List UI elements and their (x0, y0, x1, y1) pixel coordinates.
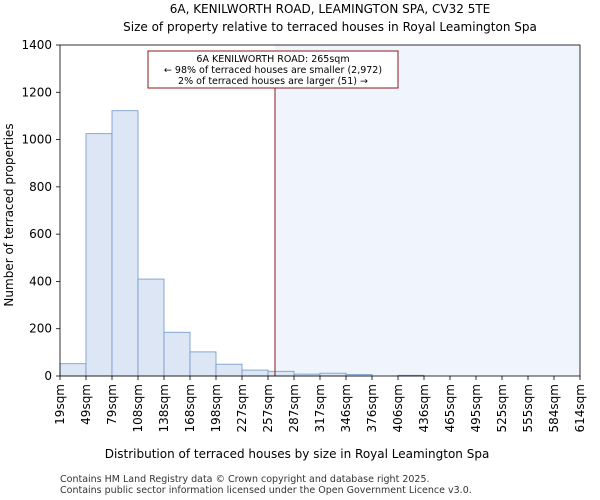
x-tick-label: 406sqm (391, 384, 405, 432)
y-tick-label: 600 (29, 227, 52, 241)
bars (59, 110, 425, 377)
annotation-line3: 2% of terraced houses are larger (51) → (178, 76, 368, 87)
footer-line1: Contains HM Land Registry data © Crown c… (60, 474, 430, 485)
bar-138sqm (163, 331, 191, 377)
y-tick-label: 0 (44, 369, 52, 383)
x-tick-label: 227sqm (235, 384, 249, 432)
x-tick-label: 19sqm (53, 384, 67, 425)
x-tick-label: 168sqm (183, 384, 197, 432)
y-tick-label: 400 (29, 274, 52, 288)
y-tick-label: 200 (29, 322, 52, 336)
bar-198sqm (215, 363, 243, 377)
y-tick-label: 800 (29, 180, 52, 194)
x-tick-label: 465sqm (443, 384, 457, 432)
annotation-line2: ← 98% of terraced houses are smaller (2,… (164, 65, 382, 76)
annotation-box (147, 50, 399, 89)
x-tick-label: 376sqm (365, 384, 379, 432)
bar-317sqm (319, 372, 347, 377)
x-tick-label: 79sqm (105, 384, 119, 425)
bar-49sqm (85, 133, 113, 377)
y-tick-label: 1400 (21, 38, 52, 52)
x-axis-ticks: 19sqm 49sqm 79sqm 108sqm 138sqm 168sqm 198sqm 2… (53, 376, 587, 432)
chart-title-line2: Size of property relative to terraced ho… (123, 20, 537, 34)
bar-79sqm (111, 110, 139, 377)
x-tick-label: 108sqm (131, 384, 145, 432)
x-tick-label: 49sqm (79, 384, 93, 425)
bar-257sqm (267, 370, 295, 377)
x-tick-label: 584sqm (547, 384, 561, 432)
bar-108sqm (137, 278, 165, 377)
bar-168sqm (189, 351, 217, 377)
y-tick-label: 1200 (21, 85, 52, 99)
x-tick-label: 138sqm (157, 384, 171, 432)
annotation-line1: 6A KENILWORTH ROAD: 265sqm (196, 54, 349, 65)
x-tick-label: 555sqm (521, 384, 535, 432)
y-tick-label: 1000 (21, 133, 52, 147)
x-tick-label: 346sqm (339, 384, 353, 432)
x-tick-label: 436sqm (417, 384, 431, 432)
x-axis-label: Distribution of terraced houses by size … (105, 447, 490, 461)
y-axis-ticks: 0 200 400 600 800 1000 1200 1400 (21, 38, 60, 383)
chart-title-line1: 6A, KENILWORTH ROAD, LEAMINGTON SPA, CV3… (170, 2, 491, 16)
larger-properties-highlight (274, 45, 580, 376)
x-tick-label: 495sqm (469, 384, 483, 432)
footer-line2: Contains public sector information licen… (60, 485, 472, 496)
bar-227sqm (241, 369, 269, 377)
bar-19sqm (59, 363, 87, 377)
y-axis-label: Number of terraced properties (2, 123, 16, 306)
x-tick-label: 198sqm (209, 384, 223, 432)
x-tick-label: 614sqm (573, 384, 587, 432)
x-tick-label: 257sqm (261, 384, 275, 432)
x-tick-label: 317sqm (313, 384, 327, 432)
x-tick-label: 287sqm (287, 384, 301, 432)
x-tick-label: 525sqm (495, 384, 509, 432)
